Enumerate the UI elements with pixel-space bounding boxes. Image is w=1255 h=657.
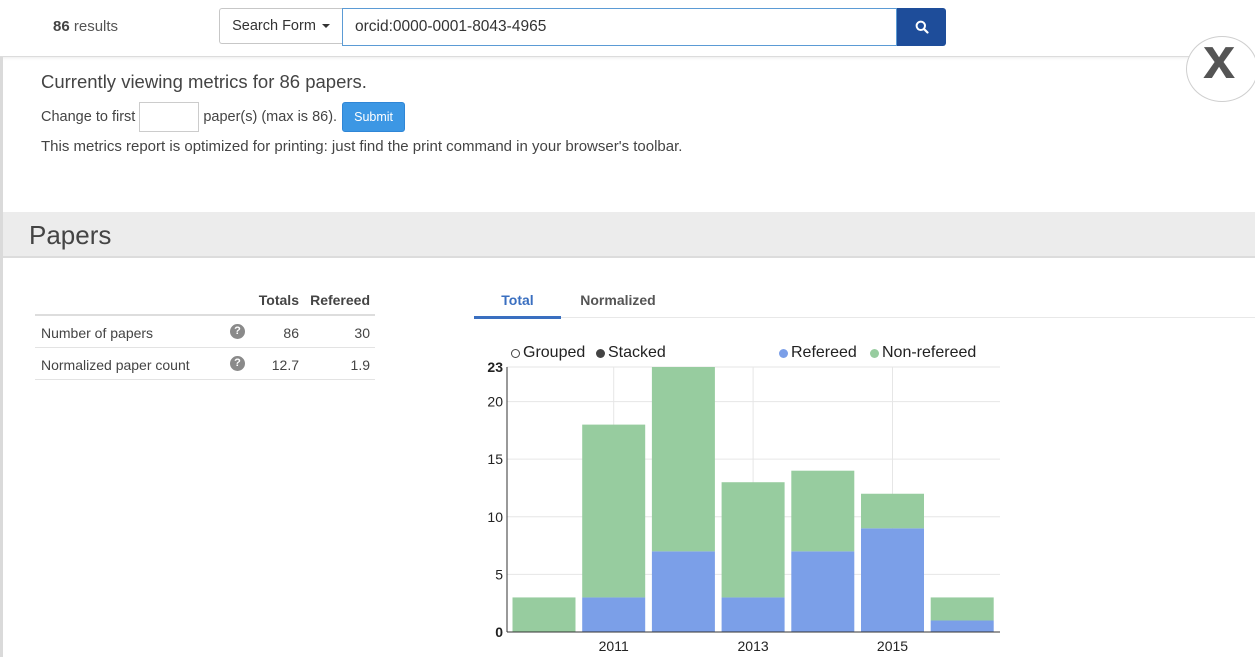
bar-non-refereed bbox=[651, 367, 715, 552]
bar-non-refereed bbox=[721, 482, 785, 598]
row-refereed-value: 30 bbox=[354, 325, 370, 341]
legend-non-refereed-label: Non-refereed bbox=[882, 344, 977, 361]
x-tick-label: 2015 bbox=[877, 638, 908, 654]
x-tick-label: 2011 bbox=[599, 638, 629, 654]
refereed-dot-icon bbox=[779, 348, 788, 358]
left-border bbox=[0, 57, 3, 657]
legend-stacked-option[interactable]: Stacked bbox=[596, 344, 666, 362]
bar-non-refereed bbox=[791, 470, 855, 552]
bar-refereed bbox=[651, 551, 715, 632]
metrics-headline: Currently viewing metrics for 86 papers. bbox=[41, 71, 367, 92]
search-button[interactable] bbox=[897, 8, 946, 46]
legend-non-refereed[interactable]: Non-refereed bbox=[870, 344, 976, 362]
results-number: 86 bbox=[53, 18, 70, 35]
bar-non-refereed bbox=[930, 597, 994, 621]
papers-section-header: Papers bbox=[3, 212, 1255, 258]
row-totals-value: 12.7 bbox=[271, 357, 299, 373]
paper-count-input[interactable] bbox=[139, 102, 200, 132]
bar-refereed bbox=[861, 528, 924, 632]
results-count: 86 results bbox=[53, 18, 118, 35]
results-label: results bbox=[69, 18, 119, 35]
x-tick-label: 2013 bbox=[738, 638, 769, 654]
help-icon[interactable]: ? bbox=[230, 356, 245, 371]
bar-refereed bbox=[582, 597, 646, 632]
legend-refereed[interactable]: Refereed bbox=[779, 344, 857, 362]
column-header-totals: Totals bbox=[258, 292, 299, 308]
search-form-label: Search Form bbox=[232, 18, 316, 34]
change-suffix: paper(s) (max is 86). bbox=[203, 109, 338, 125]
close-button[interactable]: x bbox=[1186, 36, 1255, 102]
submit-button[interactable]: Submit bbox=[342, 102, 406, 132]
y-tick-label: 15 bbox=[487, 451, 503, 467]
y-tick-label: 5 bbox=[495, 566, 503, 582]
bar-non-refereed bbox=[861, 493, 924, 529]
change-papers-row: Change to first paper(s) (max is 86). Su… bbox=[41, 101, 406, 133]
caret-down-icon bbox=[321, 24, 330, 28]
bar-refereed bbox=[791, 551, 855, 632]
bar-non-refereed bbox=[512, 597, 576, 632]
metrics-table: Totals Refereed Number of papers ? 86 30… bbox=[35, 286, 375, 380]
row-label: Number of papers bbox=[41, 325, 154, 341]
column-header-refereed: Refereed bbox=[310, 292, 370, 308]
y-tick-label: 20 bbox=[487, 394, 503, 410]
bar-refereed bbox=[930, 620, 994, 632]
row-refereed-value: 1.9 bbox=[350, 357, 370, 373]
papers-bar-chart: 0 5 10 15 20 23 2011 2013 2015 bbox=[487, 359, 1000, 654]
legend-grouped-option[interactable]: Grouped bbox=[511, 344, 585, 362]
legend-stacked-label: Stacked bbox=[608, 344, 666, 361]
row-label: Normalized paper count bbox=[41, 357, 190, 373]
bar-refereed bbox=[721, 597, 785, 632]
tab-total[interactable]: Total bbox=[474, 292, 561, 319]
help-icon[interactable]: ? bbox=[230, 324, 245, 339]
legend-refereed-label: Refereed bbox=[791, 344, 857, 361]
search-input[interactable] bbox=[342, 8, 897, 46]
table-row: Number of papers ? 86 30 bbox=[35, 316, 375, 348]
top-bar: 86 results Search Form bbox=[0, 0, 1255, 57]
print-note: This metrics report is optimized for pri… bbox=[41, 138, 683, 155]
chart-tabs: Total Normalized bbox=[474, 286, 1255, 319]
section-title: Papers bbox=[29, 220, 112, 250]
search-icon bbox=[915, 20, 929, 34]
y-tick-label: 10 bbox=[487, 509, 503, 525]
non-refereed-dot-icon bbox=[870, 348, 879, 358]
search-form-dropdown[interactable]: Search Form bbox=[219, 8, 342, 44]
y-tick-label: 0 bbox=[495, 624, 503, 640]
bar-non-refereed bbox=[582, 424, 646, 598]
tab-normalized[interactable]: Normalized bbox=[580, 292, 656, 308]
radio-filled-icon bbox=[596, 348, 605, 358]
row-totals-value: 86 bbox=[283, 325, 299, 341]
table-row: Normalized paper count ? 12.7 1.9 bbox=[35, 348, 375, 380]
change-prefix: Change to first bbox=[41, 109, 136, 125]
close-icon: x bbox=[1203, 36, 1236, 91]
table-header: Totals Refereed bbox=[35, 286, 375, 316]
legend-grouped-label: Grouped bbox=[523, 344, 586, 361]
radio-empty-icon bbox=[511, 348, 520, 358]
y-tick-label: 23 bbox=[487, 359, 503, 375]
